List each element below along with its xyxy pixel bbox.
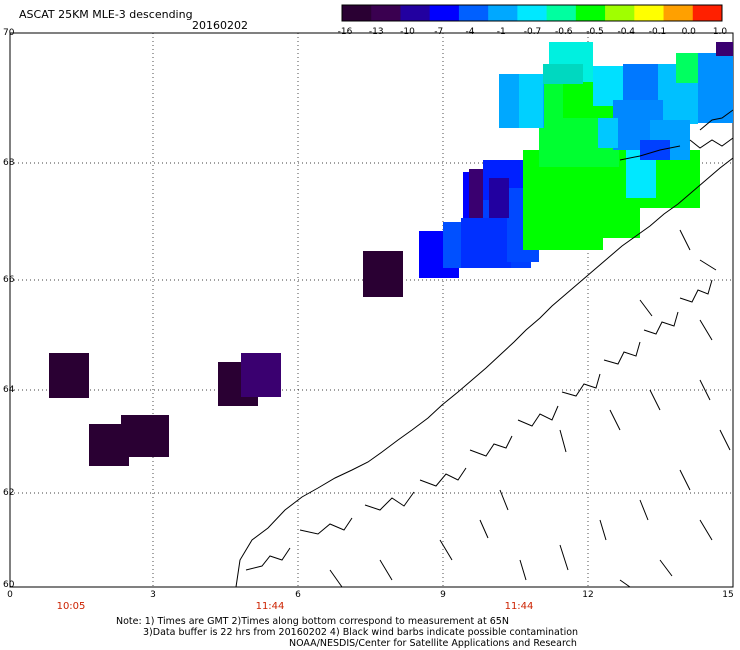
lon-label: 12 — [582, 590, 594, 600]
lon-label: 15 — [722, 590, 734, 600]
colorbar-tick-label: -7 — [434, 27, 444, 37]
colorbar-tick-label: -16 — [337, 27, 353, 37]
data-cell — [121, 415, 169, 457]
colorbar-tick-label: -0.6 — [554, 27, 573, 37]
note-line-2: 3)Data buffer is 22 hrs from 20160202 4)… — [143, 627, 579, 638]
data-cell — [363, 251, 403, 297]
data-cell — [640, 140, 670, 160]
lat-label: 70 — [3, 28, 15, 38]
colorbar-segment — [663, 5, 694, 21]
lat-label: 68 — [3, 158, 15, 168]
colorbar-segment — [342, 5, 372, 21]
colorbar-segment — [605, 5, 635, 21]
colorbar-tick-label: -10 — [400, 27, 415, 37]
data-cell — [49, 353, 89, 398]
colorbar-tick-label: -0.5 — [586, 27, 604, 37]
colorbar-tick-label: -1 — [496, 27, 506, 37]
colorbar-tick-label: -0.7 — [523, 27, 542, 37]
colorbar-segment — [371, 5, 401, 21]
colorbar-segment — [400, 5, 431, 21]
time-label: 11:44 — [504, 601, 534, 612]
lon-label: 3 — [150, 590, 156, 600]
time-label: 11:44 — [255, 601, 285, 612]
colorbar-segment — [517, 5, 548, 21]
colorbar-segment — [429, 5, 460, 21]
lat-label: 64 — [3, 385, 15, 395]
data-cell — [698, 53, 733, 123]
data-cell — [623, 64, 663, 104]
colorbar-segment — [634, 5, 665, 21]
colorbar-segment — [488, 5, 518, 21]
colorbar-tick-label: -0.4 — [617, 27, 636, 37]
data-cells — [49, 42, 733, 466]
note-line-1: Note: 1) Times are GMT 2)Times along bot… — [116, 616, 509, 627]
lat-label: 60 — [3, 580, 15, 590]
coastline — [235, 109, 734, 588]
map-title: ASCAT 25KM MLE-3 descending — [19, 8, 193, 21]
lon-label: 6 — [295, 590, 301, 600]
colorbar-segment — [546, 5, 577, 21]
colorbar-segment — [575, 5, 606, 21]
colorbar-tick-label: 0.0 — [681, 27, 696, 37]
lat-label: 62 — [3, 488, 15, 498]
colorbar-tick-label: 1.0 — [712, 27, 728, 37]
data-cell — [241, 353, 281, 397]
note-line-3: NOAA/NESDIS/Center for Satellite Applica… — [289, 638, 577, 649]
data-cell — [593, 66, 623, 106]
colorbar — [341, 4, 723, 22]
colorbar-segment — [692, 5, 723, 21]
map-date: 20160202 — [192, 19, 248, 32]
lon-label: 9 — [440, 590, 446, 600]
time-label: 10:05 — [56, 601, 86, 612]
data-cell — [461, 218, 511, 268]
colorbar-frame — [341, 4, 723, 22]
lat-label: 66 — [3, 275, 15, 285]
data-cell — [716, 42, 733, 56]
colorbar-tick-label: -13 — [368, 27, 384, 37]
data-cell — [519, 74, 543, 128]
colorbar-tick-label: -0.1 — [648, 27, 667, 37]
data-cell — [489, 178, 509, 218]
data-cell — [543, 64, 583, 84]
colorbar-tick-label: -4 — [465, 27, 475, 37]
data-cell — [598, 118, 618, 148]
lon-label: 0 — [7, 590, 13, 600]
colorbar-segment — [458, 5, 489, 21]
